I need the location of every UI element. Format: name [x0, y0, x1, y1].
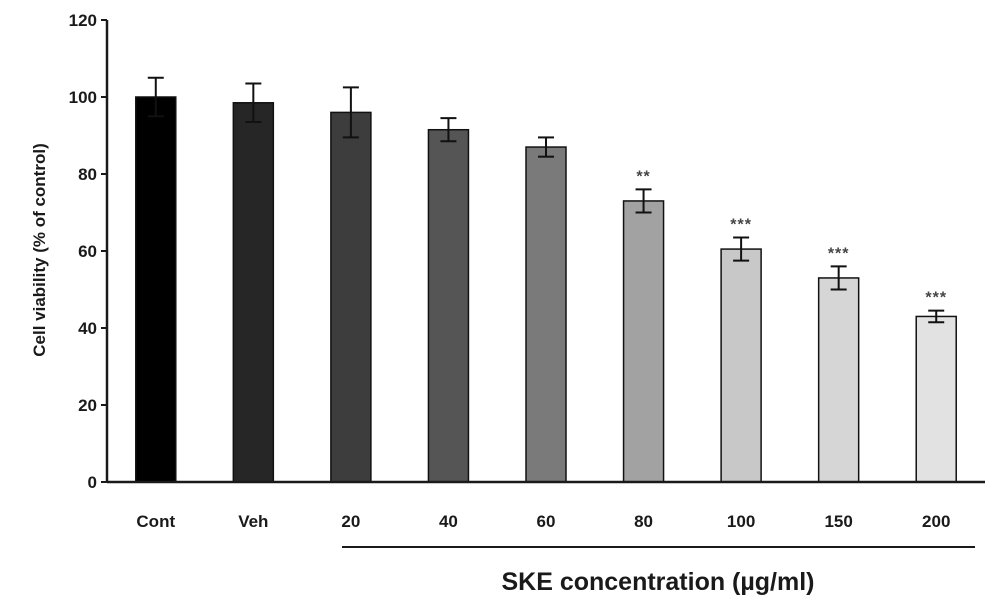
bar [525, 146, 567, 483]
y-tick-label: 120 [69, 11, 97, 30]
x-tick-label: Veh [238, 512, 268, 531]
error-bars-layer [147, 76, 945, 324]
x-tick-label: 20 [341, 512, 360, 531]
y-tick-label: 40 [78, 319, 97, 338]
x-tick-label: 200 [922, 512, 950, 531]
x-tick-label: 80 [634, 512, 653, 531]
x-tick-label: Cont [136, 512, 175, 531]
y-tick-label: 60 [78, 242, 97, 261]
bar [720, 248, 762, 483]
category-labels-layer: Cont Veh 20 40 60 80 100 150 200 [136, 512, 950, 531]
x-tick-label: 60 [537, 512, 556, 531]
bar [915, 315, 957, 483]
bar [135, 96, 177, 483]
group-label: SKE concentration (µg/ml) [501, 568, 814, 596]
bar [330, 111, 372, 483]
x-tick-label: 40 [439, 512, 458, 531]
y-ticks-layer: 0 20 40 60 80 100 120 [69, 11, 107, 492]
y-axis-label: Cell viability (% of control) [30, 143, 49, 356]
x-tick-label: 150 [824, 512, 852, 531]
significance-marker: *** [828, 245, 850, 262]
significance-marker: ** [636, 168, 650, 185]
significance-marker: *** [925, 290, 947, 307]
significance-marker: *** [730, 217, 752, 234]
x-tick-label: 100 [727, 512, 755, 531]
y-tick-label: 20 [78, 396, 97, 415]
bar [232, 102, 275, 483]
bar [622, 200, 665, 483]
significance-layer: *********** [636, 168, 947, 307]
y-tick-label: 100 [69, 88, 97, 107]
y-tick-label: 0 [88, 473, 97, 492]
bar [427, 128, 470, 483]
y-tick-label: 80 [78, 165, 97, 184]
bar [817, 277, 860, 483]
